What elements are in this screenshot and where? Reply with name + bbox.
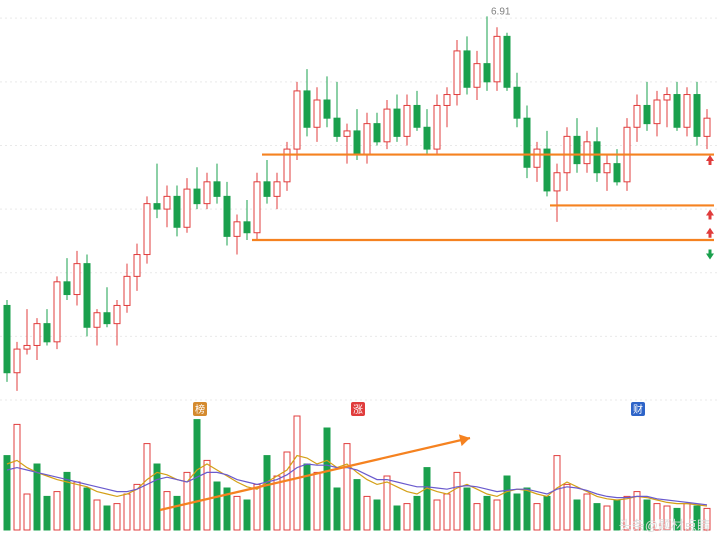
svg-text:涨: 涨 — [353, 404, 363, 416]
svg-text:榜: 榜 — [195, 403, 205, 416]
svg-text:财: 财 — [633, 403, 643, 416]
chart-svg[interactable]: 6.91 榜 涨 财 — [0, 0, 720, 540]
stock-chart: 6.91榜涨财 头条@题材点睛 — [0, 0, 720, 540]
svg-text:6.91: 6.91 — [491, 6, 511, 17]
